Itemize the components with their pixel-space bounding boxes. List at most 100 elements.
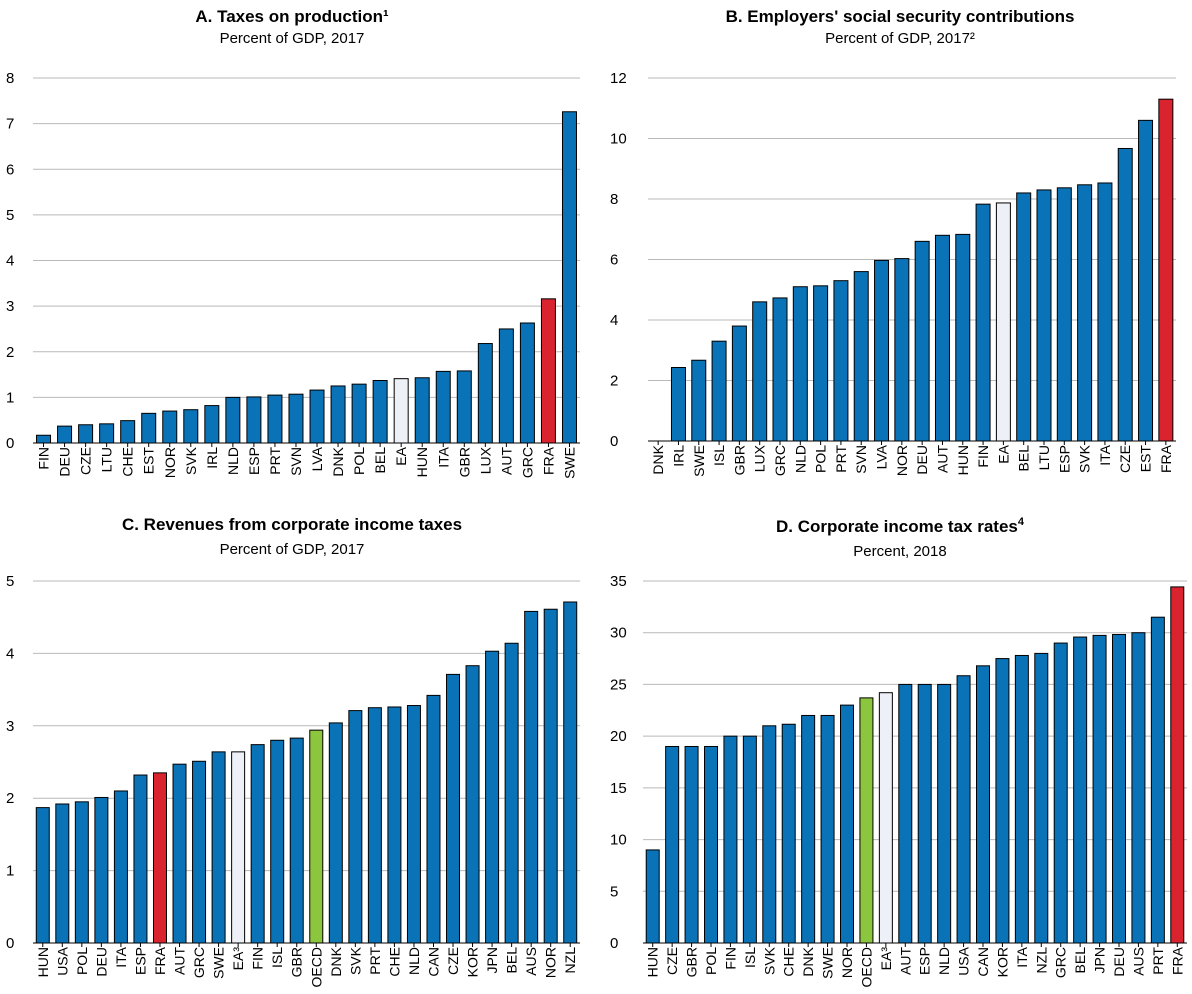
panel-b-category-label: POL (813, 445, 829, 473)
panel-c-category-label: KOR (465, 947, 481, 977)
panel-c-category-label: PRT (367, 947, 383, 975)
panel-c-bar-che (387, 706, 402, 944)
panel-d-category-label: BEL (1072, 947, 1088, 974)
panel-b-category-label: DNK (650, 444, 666, 474)
panel-c-category-label: CAN (425, 947, 441, 977)
panel-c-title: C. Revenues from corporate income taxes (122, 515, 462, 534)
panel-d-category-label: DNK (800, 946, 816, 976)
panel-c-category-label: EA³ (230, 947, 246, 971)
panel-c-bar-prt (367, 707, 382, 944)
panel-c-y-tick-label: 5 (6, 573, 14, 590)
panel-d-category-label: GBR (684, 947, 700, 977)
panel-a-category-label: FRA (540, 446, 556, 475)
panel-a-category-label: SWE (561, 447, 577, 479)
panel-d-bar-hun (645, 849, 660, 944)
panel-c-bar-usa (55, 803, 70, 944)
panel-a-category-label: CHE (120, 447, 136, 477)
panel-c-bar-aut (172, 763, 187, 944)
panel-b-category-label: AUT (934, 445, 950, 473)
panel-a-bar-est (141, 412, 157, 444)
panel-a-category-label: FIN (36, 447, 52, 470)
panel-b-y-tick-label: 4 (610, 312, 618, 329)
panel-b: B. Employers' social security contributi… (610, 7, 1176, 477)
panel-c-bar-ita (113, 790, 128, 944)
panel-b-category-label: BEL (1016, 445, 1032, 472)
panel-a-category-label: LUX (477, 446, 493, 474)
panel-a-y-tick-label: 3 (6, 298, 14, 315)
panel-b-category-label: NLD (792, 445, 808, 473)
panel-b-bar-pol (813, 285, 829, 442)
panel-d-y-tick-label: 35 (610, 573, 627, 590)
panel-d-bar-grc (1053, 642, 1068, 944)
panel-b-bar-ltu (1036, 189, 1052, 442)
panel-b-bar-hun (955, 233, 971, 442)
panel-b-category-label: GBR (731, 445, 747, 475)
panel-c-y-tick-label: 0 (6, 935, 14, 952)
panel-b-category-label: ISL (711, 445, 727, 466)
panel-a-bar-nld (225, 396, 241, 444)
panel-c-bar-svk (348, 710, 363, 944)
panel-a-y-tick-label: 0 (6, 435, 14, 452)
panel-a-category-label: DNK (330, 446, 346, 476)
panel-a-category-label: SVK (183, 446, 199, 475)
panel-c-category-label: POL (74, 947, 90, 975)
panel-d-bar-kor (995, 658, 1010, 944)
panel-c-category-label: FRA (152, 946, 168, 975)
panel-d-category-label: FRA (1169, 946, 1185, 975)
panel-c-bar-dnk (328, 722, 343, 944)
panel-d-bar-swe (820, 714, 835, 944)
panel-a-y-tick-label: 1 (6, 389, 14, 406)
panel-c-category-label: GRC (191, 947, 207, 978)
panel-b-category-label: LTU (1036, 445, 1052, 470)
panel-d-category-label: NZL (1033, 947, 1049, 974)
panel-c-bar-gbr (289, 737, 304, 944)
panel-a-subtitle: Percent of GDP, 2017 (220, 30, 365, 47)
panel-b-bar-irl (670, 366, 686, 442)
panel-b-y-tick-label: 12 (610, 70, 627, 87)
panel-c-category-label: HUN (35, 947, 51, 977)
panel-d-bar-fra (1170, 586, 1185, 944)
panel-a-bar-dnk (330, 385, 346, 444)
panel-b-bar-fra (1158, 98, 1174, 442)
panel-b-category-label: LVA (874, 444, 890, 469)
panel-b-category-label: EA (995, 444, 1011, 463)
panel-a-category-label: PRT (267, 447, 283, 475)
panel-b-bar-bel (1016, 192, 1032, 442)
panel-a-category-label: LTU (99, 447, 115, 472)
panel-d-category-label: PRT (1150, 947, 1166, 975)
panel-c-bar-can (426, 694, 441, 944)
panel-c-bar-isl (270, 739, 285, 944)
panel-d-title-text: D. Corporate income tax rates (776, 517, 1018, 536)
panel-b-category-label: FIN (975, 445, 991, 468)
panel-b-bar-lva (874, 259, 890, 442)
panel-b-bar-est (1138, 119, 1154, 442)
panel-c-y-tick-label: 3 (6, 718, 14, 735)
panel-b-bar-prt (833, 280, 849, 442)
panel-a-category-label: NOR (162, 447, 178, 478)
panel-d-category-label: OECD (858, 947, 874, 987)
panel-a-category-label: HUN (414, 447, 430, 477)
panel-c-category-label: BEL (504, 947, 520, 974)
panel-a-bar-bel (372, 379, 388, 444)
panel-d-bar-pol (704, 745, 718, 944)
panel-d-y-tick-label: 20 (610, 728, 627, 745)
panel-c-category-label: CHE (386, 947, 402, 977)
panel-a-category-label: ITA (435, 446, 451, 467)
panel-d-y-tick-label: 30 (610, 625, 627, 642)
panel-d-category-label: AUT (897, 947, 913, 975)
panel-c-category-label: AUS (523, 947, 539, 976)
panel-b-category-label: CZE (1117, 445, 1133, 473)
panel-d-category-label: SVK (761, 946, 777, 975)
panel-d-category-label: CAN (975, 947, 991, 977)
panel-a-bar-prt (267, 394, 283, 444)
panel-a-bar-grc (519, 322, 535, 444)
panel-d-bar-esp (917, 683, 932, 944)
panel-c-category-label: AUT (172, 947, 188, 975)
panel-c-category-label: SVK (347, 946, 363, 975)
panel-c-bar-nzl (563, 601, 578, 944)
panel-d-category-label: AUS (1130, 947, 1146, 976)
panel-b-bar-grc (772, 297, 788, 442)
panel-c-category-label: NOR (543, 947, 559, 978)
